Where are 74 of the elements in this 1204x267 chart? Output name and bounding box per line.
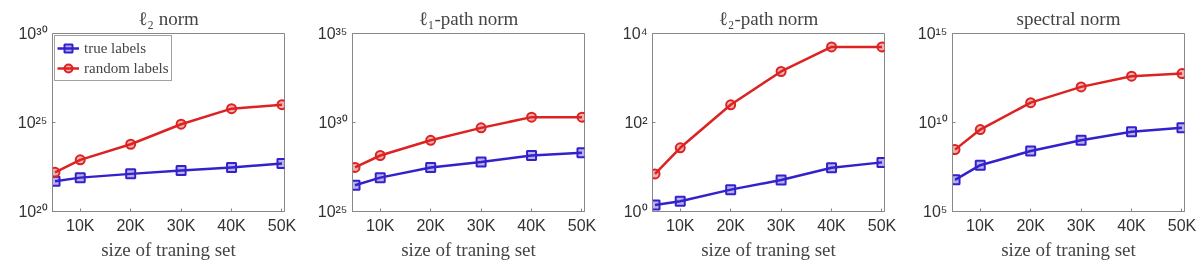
x-tick-label: 10K: [366, 216, 395, 234]
point: [226, 103, 238, 115]
point: [1075, 134, 1087, 146]
y-tick-label: 10¹⁰: [918, 114, 948, 131]
x-tick-label: 30K: [466, 216, 496, 234]
y-tick-label: 10⁴: [622, 25, 648, 42]
point: [725, 99, 737, 111]
x-tick-label: 20K: [116, 216, 146, 234]
x-tick-label: 20K: [1016, 216, 1046, 234]
x-tick-label: 40K: [817, 216, 847, 234]
x-tick-label: 10K: [66, 216, 95, 234]
x-axis-title: size of traning set: [101, 238, 237, 260]
point: [175, 118, 187, 130]
chart-title: spectral norm: [1016, 7, 1121, 29]
chart-title: ℓ₂-path norm: [718, 7, 819, 29]
x-tick-label: 50K: [267, 216, 297, 234]
point: [425, 161, 437, 173]
x-axis-title: size of traning set: [1001, 238, 1137, 260]
x-tick-label: 30K: [1066, 216, 1096, 234]
x-tick-label: 50K: [567, 216, 597, 234]
point: [74, 172, 86, 184]
x-tick-label: 40K: [517, 216, 547, 234]
point: [425, 134, 437, 146]
point: [826, 162, 838, 174]
y-tick-label: 10⁵: [923, 203, 948, 220]
x-tick-label: 20K: [416, 216, 446, 234]
point: [974, 124, 986, 136]
x-tick-label: 50K: [1167, 216, 1197, 234]
y-tick-label: 10²: [624, 114, 649, 131]
y-tick-label: 10²⁵: [317, 203, 348, 220]
point: [374, 172, 386, 184]
legend-label: random labels: [84, 59, 169, 77]
y-tick-label: 10²⁰: [18, 203, 48, 220]
point: [125, 168, 137, 180]
point: [974, 159, 986, 171]
point: [526, 150, 538, 161]
point: [1025, 97, 1037, 109]
point: [1075, 81, 1087, 93]
x-tick-label: 10K: [966, 216, 995, 234]
x-tick-label: 40K: [1117, 216, 1147, 234]
x-axis-title: size of traning set: [401, 238, 537, 260]
chart-title: ℓ₂ norm: [138, 7, 200, 29]
y-tick-label: 10²⁵: [17, 114, 48, 131]
point: [526, 111, 538, 123]
point: [674, 195, 686, 207]
point: [226, 161, 238, 173]
legend-label: true labels: [84, 39, 147, 57]
x-tick-label: 40K: [217, 216, 247, 234]
point: [1126, 70, 1138, 82]
x-tick-label: 50K: [867, 216, 897, 234]
y-tick-label: 10⁰: [623, 203, 648, 220]
point: [775, 174, 787, 186]
y-tick-label: 10³⁵: [317, 25, 348, 42]
point: [175, 165, 187, 177]
point: [475, 122, 487, 134]
y-tick-label: 10³⁰: [18, 25, 48, 42]
point: [74, 154, 86, 166]
x-tick-label: 20K: [716, 216, 746, 234]
y-tick-label: 10³⁰: [318, 114, 348, 131]
point: [374, 150, 386, 161]
point: [1126, 126, 1138, 138]
point: [1025, 145, 1037, 157]
x-tick-label: 30K: [766, 216, 796, 234]
point: [725, 184, 737, 196]
point: [775, 66, 787, 77]
x-tick-label: 30K: [166, 216, 196, 234]
x-axis-title: size of traning set: [701, 238, 837, 260]
chart-title: ℓ₁-path norm: [418, 7, 519, 29]
y-tick-label: 10¹⁵: [917, 25, 948, 42]
point: [826, 41, 838, 53]
point: [674, 142, 686, 154]
point: [475, 156, 487, 168]
point: [125, 138, 137, 150]
x-tick-label: 10K: [666, 216, 695, 234]
